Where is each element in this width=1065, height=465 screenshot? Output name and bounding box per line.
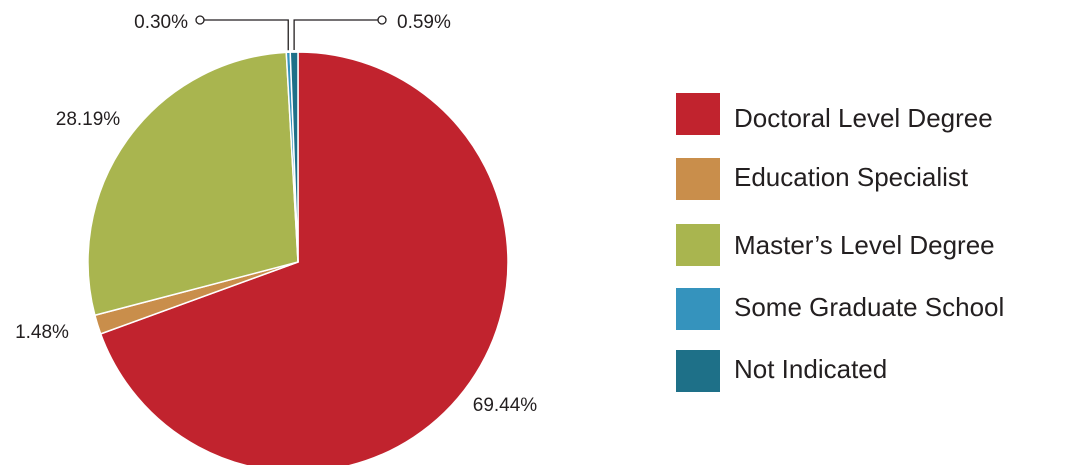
label-leader-lines xyxy=(195,15,387,51)
legend: Doctoral Level Degree Education Specialis… xyxy=(676,93,1004,392)
pie-slice-5 xyxy=(289,51,299,263)
value-label-5: 0.59% xyxy=(397,12,451,33)
legend-label-1: Doctoral Level Degree xyxy=(734,103,993,133)
legend-swatch-4 xyxy=(676,288,720,330)
leader-line-5 xyxy=(293,19,378,51)
leader-line-4 xyxy=(204,19,289,51)
legend-swatch-2 xyxy=(676,158,720,200)
legend-label-3: Master’s Level Degree xyxy=(734,230,995,260)
leader-end-circle-5 xyxy=(377,15,387,25)
legend-label-4: Some Graduate School xyxy=(734,292,1004,322)
pie-slice-1 xyxy=(99,51,509,465)
pie-slice-3 xyxy=(87,51,299,316)
value-label-3: 28.19% xyxy=(56,109,121,130)
slice-value-labels: 69.44% 1.48% 28.19% 0.30% 0.59% xyxy=(15,12,537,416)
pie-slices xyxy=(87,51,509,465)
legend-swatch-1 xyxy=(676,93,720,135)
value-label-4: 0.30% xyxy=(134,12,188,33)
legend-swatch-5 xyxy=(676,350,720,392)
value-label-2: 1.48% xyxy=(15,322,69,343)
leader-end-circle-4 xyxy=(195,15,205,25)
legend-label-5: Not Indicated xyxy=(734,354,887,384)
legend-swatch-3 xyxy=(676,224,720,266)
legend-label-2: Education Specialist xyxy=(734,162,969,192)
value-label-1: 69.44% xyxy=(473,395,538,416)
